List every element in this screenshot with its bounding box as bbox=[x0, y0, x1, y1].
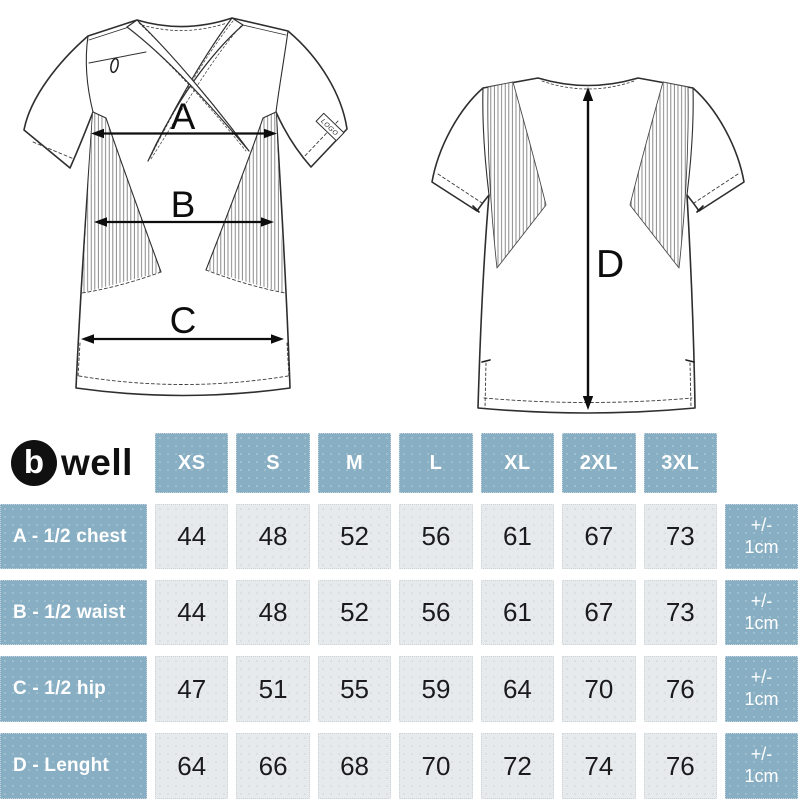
size-header-2xl: 2XL bbox=[562, 433, 636, 493]
value-cell: 44 bbox=[155, 504, 229, 569]
value-cell: 55 bbox=[317, 656, 392, 722]
measure-label-b: B bbox=[171, 184, 196, 225]
value-cell: 68 bbox=[317, 733, 392, 799]
front-view-drawing: LOGO A B C bbox=[23, 17, 348, 397]
measure-arrow-c: C bbox=[81, 300, 284, 344]
back-side-panels bbox=[487, 81, 689, 269]
tolerance-cell: +/- 1cm bbox=[725, 656, 798, 722]
tolerance-cell: +/- 1cm bbox=[725, 504, 798, 569]
size-header-xl: XL bbox=[480, 433, 555, 493]
measure-arrow-b: B bbox=[94, 184, 274, 227]
row-label-waist: B - 1/2 waist bbox=[0, 580, 147, 645]
value-cell: 70 bbox=[562, 656, 636, 722]
value-cell: 44 bbox=[155, 580, 229, 645]
measure-label-c: C bbox=[170, 300, 197, 341]
value-cell: 56 bbox=[399, 504, 473, 569]
value-cell: 59 bbox=[399, 656, 473, 722]
tolerance-line2: 1cm bbox=[744, 689, 779, 709]
size-header-xs: XS bbox=[155, 433, 229, 493]
tolerance-line2: 1cm bbox=[744, 536, 779, 557]
measure-label-d: D bbox=[596, 243, 624, 286]
value-cell: 52 bbox=[317, 580, 392, 645]
front-loop-detail bbox=[110, 57, 119, 74]
size-chart-table: b well XS S M L XL 2XL 3XL A - 1/2 chest… bbox=[0, 433, 798, 799]
size-header-m: M bbox=[317, 433, 392, 493]
value-cell: 64 bbox=[480, 656, 555, 722]
brand-logo: b well bbox=[0, 433, 147, 493]
value-cell: 67 bbox=[562, 580, 636, 645]
value-cell: 51 bbox=[236, 656, 310, 722]
value-cell: 72 bbox=[480, 733, 555, 799]
value-cell: 66 bbox=[236, 733, 310, 799]
value-cell: 48 bbox=[236, 580, 310, 645]
value-cell: 47 bbox=[155, 656, 229, 722]
tolerance-line1: +/- bbox=[750, 514, 773, 535]
value-cell: 67 bbox=[562, 504, 636, 569]
front-side-panels bbox=[81, 111, 286, 294]
front-garment-outline bbox=[23, 17, 348, 397]
value-cell: 73 bbox=[643, 580, 717, 645]
value-cell: 61 bbox=[480, 504, 555, 569]
back-view-drawing: D bbox=[431, 77, 745, 414]
row-label-hip: C - 1/2 hip bbox=[0, 656, 147, 722]
tolerance-header-spacer bbox=[725, 433, 798, 493]
tolerance-cell: +/- 1cm bbox=[725, 733, 798, 799]
size-header-3xl: 3XL bbox=[643, 433, 717, 493]
brand-logo-mark: b bbox=[11, 440, 57, 486]
value-cell: 48 bbox=[236, 504, 310, 569]
value-cell: 61 bbox=[480, 580, 555, 645]
value-cell: 76 bbox=[643, 733, 717, 799]
measure-arrow-d: D bbox=[582, 87, 624, 410]
tolerance-line1: +/- bbox=[750, 590, 773, 611]
measure-arrow-a: A bbox=[91, 96, 277, 139]
size-header-s: S bbox=[236, 433, 310, 493]
measure-label-a: A bbox=[171, 96, 196, 137]
size-header-l: L bbox=[399, 433, 473, 493]
size-guide-illustration: LOGO A B C bbox=[23, 17, 745, 414]
row-label-chest: A - 1/2 chest bbox=[0, 504, 147, 569]
tolerance-line2: 1cm bbox=[744, 612, 779, 633]
tolerance-line1: +/- bbox=[750, 667, 773, 688]
tolerance-line1: +/- bbox=[750, 744, 773, 765]
value-cell: 70 bbox=[399, 733, 473, 799]
value-cell: 74 bbox=[562, 733, 636, 799]
value-cell: 73 bbox=[643, 504, 717, 569]
value-cell: 64 bbox=[155, 733, 229, 799]
brand-logo-text: well bbox=[61, 442, 133, 483]
tolerance-cell: +/- 1cm bbox=[725, 580, 798, 645]
value-cell: 76 bbox=[643, 656, 717, 722]
value-cell: 52 bbox=[317, 504, 392, 569]
value-cell: 56 bbox=[399, 580, 473, 645]
row-label-length: D - Lenght bbox=[0, 733, 147, 799]
tolerance-line2: 1cm bbox=[744, 766, 779, 786]
